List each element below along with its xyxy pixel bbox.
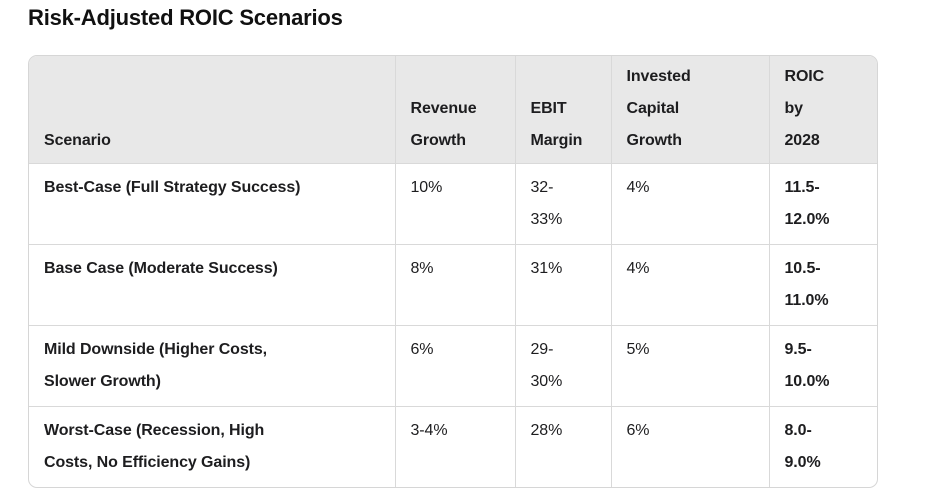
table-row: Best-Case (Full Strategy Success) 10% 32… xyxy=(29,163,877,245)
roic-scenarios-table: Scenario Revenue Growth EBIT Margin Inve… xyxy=(28,55,878,488)
revenue-growth-cell: 10% xyxy=(395,163,516,245)
data-table: Scenario Revenue Growth EBIT Margin Inve… xyxy=(29,56,877,487)
table-row: Base Case (Moderate Success) 8% 31% 4% 1… xyxy=(29,244,877,326)
scenario-cell: Mild Downside (Higher Costs, Slower Grow… xyxy=(29,325,396,407)
roic-by-2028-cell: 9.5- 10.0% xyxy=(769,325,877,407)
roic-by-2028-cell: 10.5- 11.0% xyxy=(769,244,877,326)
page-title: Risk-Adjusted ROIC Scenarios xyxy=(28,5,343,30)
column-header-ebit-margin: EBIT Margin xyxy=(515,56,612,164)
ebit-margin-cell: 29- 30% xyxy=(515,325,612,407)
column-header-roic-by-2028: ROIC by 2028 xyxy=(769,56,877,164)
invested-capital-growth-cell: 4% xyxy=(611,244,770,326)
revenue-growth-cell: 6% xyxy=(395,325,516,407)
invested-capital-growth-cell: 6% xyxy=(611,406,770,487)
ebit-margin-cell: 28% xyxy=(515,406,612,487)
revenue-growth-cell: 3-4% xyxy=(395,406,516,487)
roic-by-2028-cell: 8.0- 9.0% xyxy=(784,422,821,471)
column-header-invested-capital-growth: Invested Capital Growth xyxy=(611,56,770,164)
roic-by-2028-cell: 11.5- 12.0% xyxy=(769,163,877,245)
table-row: Worst-Case (Recession, High Costs, No Ef… xyxy=(29,406,877,487)
invested-capital-growth-cell: 4% xyxy=(611,163,770,245)
scenario-cell: Worst-Case (Recession, High Costs, No Ef… xyxy=(29,406,396,487)
column-header-scenario: Scenario xyxy=(29,56,396,164)
scenario-cell: Base Case (Moderate Success) xyxy=(29,244,396,326)
ebit-margin-cell: 32- 33% xyxy=(515,163,612,245)
revenue-growth-cell: 8% xyxy=(395,244,516,326)
column-header-revenue-growth: Revenue Growth xyxy=(395,56,516,164)
header-row: Scenario Revenue Growth EBIT Margin Inve… xyxy=(29,56,877,164)
ebit-margin-cell: 31% xyxy=(515,244,612,326)
invested-capital-growth-cell: 5% xyxy=(611,325,770,407)
table-row: Mild Downside (Higher Costs, Slower Grow… xyxy=(29,325,877,407)
scenario-cell: Best-Case (Full Strategy Success) xyxy=(29,163,396,245)
